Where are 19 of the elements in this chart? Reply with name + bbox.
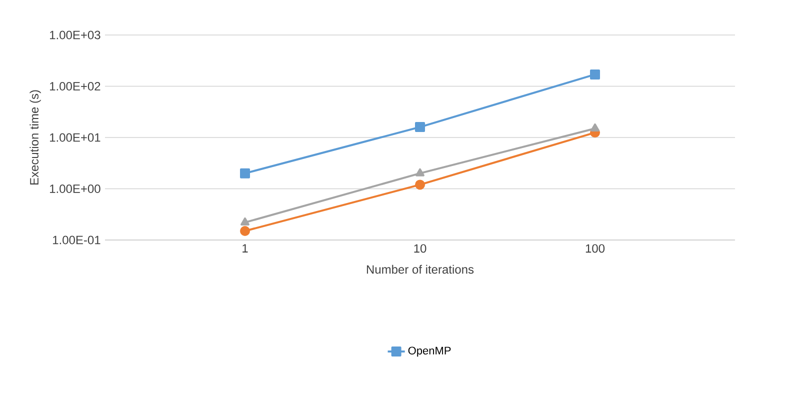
y-tick-label: 1.00E+02 bbox=[50, 82, 100, 90]
y-tick-label: 1.00E+01 bbox=[50, 133, 100, 142]
y-tick-label: 1.00E+00 bbox=[50, 184, 100, 193]
point bbox=[240, 217, 250, 226]
x-tick-label: 10 bbox=[414, 244, 426, 253]
point bbox=[240, 226, 250, 236]
y-tick-label: 1.00E+03 bbox=[50, 30, 100, 40]
point bbox=[590, 123, 600, 132]
point bbox=[590, 69, 600, 80]
x-tick-label: 100 bbox=[586, 244, 605, 253]
x-tick-label: 1 bbox=[242, 244, 248, 252]
point bbox=[240, 168, 250, 178]
x-axis-title: Number of iterations bbox=[366, 264, 474, 274]
point bbox=[415, 122, 426, 132]
point bbox=[416, 168, 424, 176]
y-axis-title: Execution time (s) bbox=[30, 90, 41, 185]
y-tick-label: 1.00E-01 bbox=[53, 236, 100, 244]
legend-label: OpenMP bbox=[408, 346, 451, 357]
point bbox=[415, 180, 426, 190]
